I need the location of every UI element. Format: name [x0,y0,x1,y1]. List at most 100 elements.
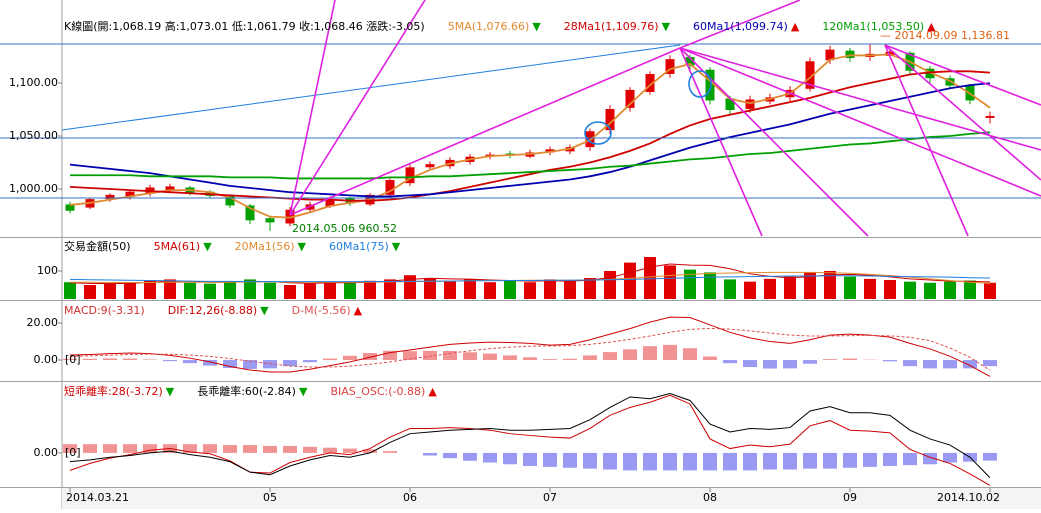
histogram-bar [83,359,97,360]
legend-text: ▼ [166,385,175,398]
volume-bar [924,283,936,299]
histogram-bar [683,453,697,470]
histogram-bar [203,444,217,453]
volume-bar [984,283,996,299]
volume-bar [904,282,916,299]
legend-text: ▲ [927,20,936,33]
histogram-bar [603,352,617,360]
y-tick-label: 1,050.00 [9,129,58,142]
histogram-bar [803,360,817,364]
legend-text: 長乖離率:60(-2.84) [197,384,296,398]
baseline-label: [0] [65,353,81,366]
histogram-bar [323,448,337,453]
candle-body [986,116,994,117]
volume-bar [504,281,516,299]
histogram-bar [803,453,817,469]
volume-bar [784,277,796,299]
histogram-bar [703,453,717,470]
y-tick-label: 0.00 [34,446,59,459]
histogram-bar [903,453,917,465]
y-tick-label: 1,000.00 [9,182,58,195]
histogram-bar [643,346,657,360]
volume-bar [864,279,876,299]
histogram-bar [943,360,957,368]
volume-bar [724,279,736,299]
histogram-bar [483,354,497,360]
volume-bar [184,283,196,299]
legend-text: 交易金額(50) [64,239,131,253]
histogram-bar [823,359,837,360]
histogram-bar [723,360,737,363]
annotation: 2014.05.06 960.52 [292,222,397,235]
histogram-bar [743,453,757,470]
volume-bar [644,257,656,299]
histogram-bar [603,453,617,470]
histogram-bar [903,360,917,366]
histogram-bar [563,453,577,468]
histogram-bar [823,453,837,469]
x-tick-label: 2014.03.21 [66,491,129,504]
histogram-bar [783,453,797,470]
histogram-bar [463,453,477,461]
volume-bar [464,279,476,299]
volume-bar [624,263,636,299]
histogram-bar [963,360,977,368]
volume-bar [204,284,216,299]
legend-text: ▲ [791,20,800,33]
volume-bar [844,277,856,299]
histogram-bar [503,355,517,360]
volume-bar [364,281,376,299]
histogram-bar [123,359,137,360]
baseline-label: [0] [65,446,81,459]
x-tick-label: 07 [543,491,557,504]
histogram-bar [103,444,117,453]
histogram-bar [243,445,257,453]
histogram-bar [103,358,117,360]
legend-text: MACD:9(-3.31) [64,304,145,317]
legend-text: 60Ma1(1,099.74) [693,20,788,33]
histogram-bar [763,360,777,369]
histogram-bar [623,349,637,360]
x-tick-label: 08 [703,491,717,504]
volume-bar [584,278,596,299]
histogram-bar [83,444,97,453]
legend-text: K線圖(開:1,068.19 高:1,073.01 低:1,061.79 收:1… [64,19,425,33]
histogram-bar [583,355,597,360]
volume-bar [324,282,336,299]
volume-bar [764,279,776,299]
histogram-bar [983,360,997,366]
x-tick-label: 05 [263,491,277,504]
histogram-bar [283,446,297,453]
histogram-bar [843,453,857,468]
histogram-bar [423,453,437,456]
histogram-bar [863,453,877,467]
legend-text: ▼ [392,240,401,253]
legend-text: BIAS_OSC:(-0.88) [330,385,425,398]
histogram-bar [683,348,697,360]
volume-bar [664,265,676,299]
volume-bar [64,282,76,299]
legend-text: 5MA(1,076.66) [448,20,530,33]
histogram-bar [523,453,537,466]
volume-bar [884,280,896,299]
y-tick-label: 100 [37,264,58,277]
histogram-bar [763,453,777,470]
volume-bar [104,284,116,299]
legend-text: 20Ma1(56) [235,240,295,253]
y-tick-label: 1,100.00 [9,76,58,89]
histogram-bar [503,453,517,464]
histogram-bar [463,352,477,360]
volume-bar [284,285,296,299]
volume-bar [964,281,976,299]
candle-body [746,100,754,108]
histogram-bar [923,360,937,368]
candle-body [426,165,434,167]
legend-text: 短乖離率:28(-3.72) [64,384,163,398]
histogram-bar [523,357,537,360]
histogram-bar [703,357,717,361]
volume-bar [704,272,716,299]
volume-bar [444,281,456,299]
histogram-bar [123,444,137,453]
